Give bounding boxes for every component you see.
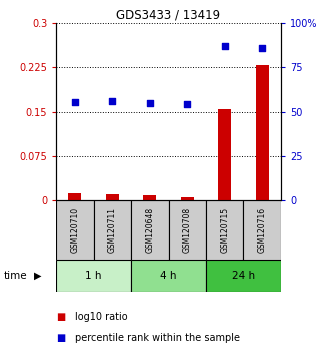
Text: 4 h: 4 h — [160, 271, 177, 281]
Text: 1 h: 1 h — [85, 271, 102, 281]
Point — [147, 100, 152, 106]
Text: GSM120708: GSM120708 — [183, 207, 192, 253]
Text: GSM120716: GSM120716 — [258, 207, 267, 253]
Bar — [206, 260, 281, 292]
Text: GSM120648: GSM120648 — [145, 207, 154, 253]
Point — [110, 98, 115, 104]
Text: ▶: ▶ — [34, 271, 41, 281]
Bar — [56, 200, 94, 260]
Text: ■: ■ — [56, 312, 65, 322]
Text: GSM120710: GSM120710 — [70, 207, 79, 253]
Text: log10 ratio: log10 ratio — [75, 312, 128, 322]
Bar — [181, 197, 194, 200]
Bar — [94, 200, 131, 260]
Point — [222, 44, 227, 49]
Text: 24 h: 24 h — [232, 271, 255, 281]
Point — [260, 45, 265, 51]
Title: GDS3433 / 13419: GDS3433 / 13419 — [117, 9, 221, 22]
Bar — [256, 65, 269, 200]
Bar — [169, 200, 206, 260]
Bar — [131, 260, 206, 292]
Point — [185, 101, 190, 107]
Bar — [56, 260, 131, 292]
Bar — [131, 200, 169, 260]
Bar — [243, 200, 281, 260]
Text: time: time — [3, 271, 27, 281]
Text: GSM120715: GSM120715 — [220, 207, 229, 253]
Bar — [68, 193, 82, 200]
Text: percentile rank within the sample: percentile rank within the sample — [75, 333, 240, 343]
Bar — [143, 195, 156, 200]
Bar — [206, 200, 243, 260]
Text: GSM120711: GSM120711 — [108, 207, 117, 253]
Bar — [106, 194, 119, 200]
Point — [72, 99, 77, 105]
Bar — [218, 109, 231, 200]
Text: ■: ■ — [56, 333, 65, 343]
